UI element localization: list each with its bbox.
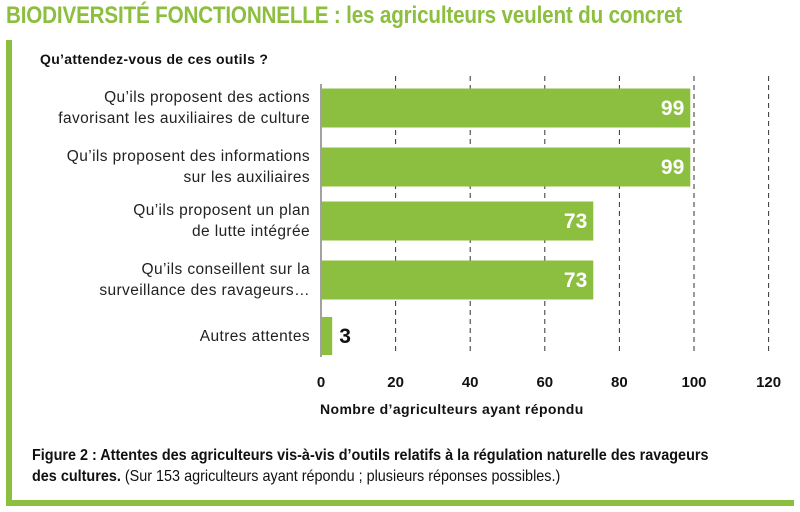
- category-label-line: Qu’ils proposent un plan: [133, 202, 310, 219]
- category-label-0: Qu’ils proposent des actions favorisant l…: [10, 87, 310, 129]
- chart-question: Qu’attendez-vous de ces outils ?: [40, 51, 269, 67]
- x-tick-label-100: 100: [681, 374, 706, 391]
- x-tick-label-20: 20: [387, 374, 404, 391]
- bar-0: [321, 88, 691, 128]
- x-tick-label-60: 60: [536, 374, 553, 391]
- bar-value-label-3: 73: [564, 269, 587, 292]
- caption-note: (Sur 153 agriculteurs ayant répondu ; pl…: [120, 468, 561, 485]
- category-label-line: de lutte intégrée: [192, 223, 310, 240]
- category-label-3: Qu’ils conseillent sur la surveillance de…: [10, 259, 310, 301]
- category-label-line: Qu’ils conseillent sur la: [141, 261, 310, 278]
- bar-value-label-1: 99: [661, 156, 684, 179]
- caption-label: Figure 2 : Attentes des agriculteurs vis…: [32, 447, 709, 485]
- category-label-4: Autres attentes: [10, 326, 310, 347]
- bar-4: [321, 317, 333, 355]
- bar-value-label-0: 99: [661, 97, 684, 120]
- category-label-line: Autres attentes: [199, 327, 310, 345]
- category-label-line: sur les auxiliaires: [183, 169, 310, 186]
- category-label-1: Qu’ils proposent des informations sur les…: [10, 146, 310, 188]
- bar-3: [321, 260, 594, 300]
- category-label-2: Qu’ils proposent un plan de lutte intégré…: [10, 200, 310, 242]
- x-axis-label: Nombre d’agriculteurs ayant répondu: [320, 401, 584, 417]
- bar-value-label-4: 3: [339, 325, 351, 348]
- green-frame: [6, 40, 794, 506]
- x-tick-label-120: 120: [756, 374, 781, 391]
- figure-caption: Figure 2 : Attentes des agriculteurs vis…: [32, 445, 709, 487]
- bar-2: [321, 201, 594, 241]
- x-tick-label-80: 80: [611, 374, 628, 391]
- x-tick-label-40: 40: [462, 374, 479, 391]
- bar-chart: 99 99 73 73 3 0 20 40 60 80 100 120: [317, 76, 781, 391]
- category-label-line: favorisant les auxiliaires de culture: [58, 110, 310, 127]
- category-label-line: Qu’ils proposent des informations: [66, 148, 310, 165]
- bar-value-label-2: 73: [564, 210, 587, 233]
- category-label-line: surveillance des ravageurs…: [99, 282, 310, 299]
- bar-1: [321, 147, 691, 187]
- page-title: BIODIVERSITÉ FONCTIONNELLE : les agricul…: [6, 2, 682, 29]
- x-tick-label-0: 0: [317, 374, 325, 391]
- category-label-line: Qu’ils proposent des actions: [104, 89, 310, 106]
